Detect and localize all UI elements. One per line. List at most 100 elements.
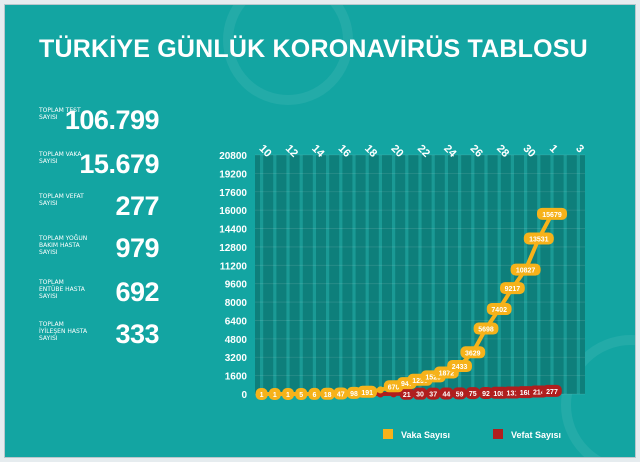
vaka-series-data-label: 1: [260, 392, 264, 399]
y-tick-label: 1600: [225, 372, 248, 383]
y-tick-label: 3200: [225, 353, 248, 364]
vaka-series-label-bg: [255, 387, 268, 400]
vefat-series-data-label: 59: [456, 391, 464, 398]
y-tick-label: 20800: [219, 151, 247, 162]
y-tick-label: 17600: [219, 188, 247, 199]
vaka-series-data-label: 2433: [452, 364, 468, 371]
vaka-series-data-label: 191: [361, 390, 373, 397]
stat-iyilesen-value: 333: [115, 319, 159, 349]
vaka-series-label-bg: [486, 302, 512, 315]
vaka-series-data-label: 6: [312, 392, 316, 399]
x-tick-label: 1: [547, 143, 560, 156]
stat-yogun-bakim-label: TOPLAM YOĞUN BAKIM HASTA SAYISI: [39, 235, 88, 256]
legend-vaka-label: Vaka Sayısı: [401, 430, 450, 440]
vaka-series-data-label: 947: [401, 381, 413, 388]
vaka-series-data-label: 18: [324, 392, 332, 399]
vaka-series-label-bg: [510, 263, 541, 276]
vaka-series-label-bg: [308, 387, 321, 400]
vaka-series-data-label: 98: [350, 391, 358, 398]
y-tick-label: 16000: [219, 206, 247, 217]
vaka-series-label-bg: [320, 387, 335, 400]
stat-vaka-value: 15.679: [79, 149, 159, 179]
vefat-series-label-bg: [439, 387, 454, 400]
vefat-series-data-label: 168: [520, 390, 532, 397]
cases-deaths-chart: 0 1600 3200 4800 6400 8000 9600 11200 12800 14400…: [219, 143, 586, 440]
vefat-series-label-bg: [412, 387, 428, 400]
vaka-series-data-label: 670: [388, 384, 400, 391]
vefat-series-data-label: 131: [507, 390, 519, 397]
y-tick-label: 12800: [219, 243, 247, 254]
x-tick-label: 3: [573, 143, 586, 156]
infographic-card: TÜRKİYE GÜNLÜK KORONAVİRÜS TABLOSU TOPLA…: [4, 4, 636, 458]
stat-vaka: TOPLAM VAKA SAYISI 15.679: [39, 149, 159, 187]
vefat-series-data-label: 277: [546, 389, 558, 396]
vaka-series-data-label: 47: [337, 391, 345, 398]
y-tick-label: 0: [241, 390, 247, 401]
stat-vefat-label: TOPLAM VEFAT SAYISI: [39, 193, 84, 207]
y-tick-label: 11200: [220, 261, 248, 272]
vefat-series-data-label: 44: [443, 391, 451, 398]
vefat-series-label-bg: [542, 384, 562, 397]
vaka-series-label-bg: [333, 387, 348, 400]
vaka-series-label-bg: [282, 387, 294, 400]
vaka-series-data-label: 13531: [529, 237, 549, 244]
stat-entube-value: 692: [115, 277, 159, 307]
vefat-series-data-label: 21: [403, 392, 411, 399]
stat-entube-label: TOPLAM ENTÜBE HASTA SAYISI: [39, 279, 85, 300]
stat-test-label: TOPLAM TEST SAYISI: [39, 107, 81, 121]
vaka-series-label-bg: [537, 207, 567, 220]
vefat-series-data-label: 108: [493, 391, 505, 398]
vefat-series-label-bg: [478, 386, 494, 399]
vaka-series-data-label: 1529: [425, 374, 441, 381]
vaka-series-point: [376, 386, 384, 394]
background-virus-decoration: [223, 5, 353, 105]
vefat-series-data-label: 92: [482, 391, 490, 398]
vaka-series-label-bg: [523, 232, 554, 245]
page-title: TÜRKİYE GÜNLÜK KORONAVİRÜS TABLOSU: [39, 35, 588, 63]
vaka-series-data-label: 1: [286, 392, 290, 399]
vefat-series-data-label: 75: [469, 391, 477, 398]
vaka-series-data-label: 3629: [465, 350, 481, 357]
stat-vaka-label: TOPLAM VAKA SAYISI: [39, 151, 82, 165]
vefat-series-label-bg: [399, 387, 414, 400]
vaka-series-data-label: 1236: [412, 378, 428, 385]
vaka-series-data-label: 9217: [505, 286, 521, 293]
stat-vefat: TOPLAM VEFAT SAYISI 277: [39, 191, 159, 229]
vaka-series-label-bg: [460, 346, 486, 359]
vefat-series-label-bg: [426, 387, 441, 400]
vaka-series-data-label: 1: [273, 392, 277, 399]
vaka-series-data-label: 1872: [439, 370, 455, 377]
vaka-series-data-label: 7402: [491, 307, 507, 314]
y-tick-label: 14400: [219, 225, 247, 236]
vaka-series-label-bg: [295, 387, 308, 400]
stat-test-value: 106.799: [64, 105, 160, 135]
vefat-series-data-label: 30: [416, 392, 424, 399]
vaka-series-label-bg: [473, 322, 499, 335]
legend-vefat-swatch: [493, 429, 503, 439]
y-tick-label: 19200: [219, 169, 247, 180]
stat-test: TOPLAM TEST SAYISI 106.799: [39, 105, 160, 143]
stat-yogun-bakim: TOPLAM YOĞUN BAKIM HASTA SAYISI 979: [39, 233, 159, 271]
legend-vaka-swatch: [383, 429, 393, 439]
vefat-series-label-bg: [465, 387, 480, 400]
vaka-series-label-bg: [268, 387, 281, 400]
y-tick-label: 6400: [225, 316, 248, 327]
y-tick-label: 8000: [225, 298, 248, 309]
vaka-series-data-label: 10827: [516, 268, 536, 275]
stat-vefat-value: 277: [115, 191, 159, 221]
stat-iyilesen-label: TOPLAM İYİLEŞEN HASTA SAYISI: [39, 321, 88, 342]
vaka-series-data-label: 5: [299, 392, 303, 399]
vaka-series-data-label: 5698: [478, 327, 494, 334]
y-tick-label: 4800: [225, 335, 248, 346]
stat-iyilesen: TOPLAM İYİLEŞEN HASTA SAYISI 333: [39, 319, 159, 357]
stat-entube: TOPLAM ENTÜBE HASTA SAYISI 692: [39, 277, 159, 315]
y-tick-label: 9600: [225, 280, 248, 291]
legend-vefat-label: Vefat Sayısı: [511, 430, 561, 440]
vaka-series-label-bg: [357, 385, 377, 398]
vefat-series-data-label: 37: [429, 392, 437, 399]
vefat-series-label-bg: [452, 387, 467, 400]
vaka-series-label-bg: [447, 360, 472, 373]
stat-yogun-bakim-value: 979: [115, 233, 159, 263]
vaka-series-label-bg: [500, 282, 525, 295]
vefat-series-data-label: 214: [533, 390, 545, 397]
